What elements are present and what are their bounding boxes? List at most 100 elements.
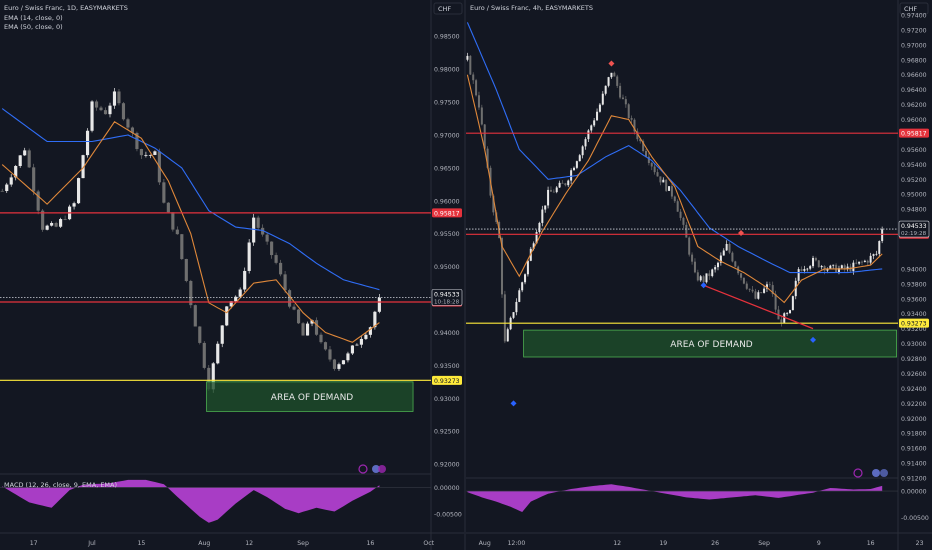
price-tick-label: 0.93800 (901, 281, 927, 288)
candle-body (364, 334, 368, 339)
candle-body (642, 141, 645, 152)
price-tick-label: 0.97500 (434, 100, 460, 107)
candle-body (837, 268, 840, 273)
candle-body (225, 306, 229, 326)
left-alert-icons[interactable] (358, 464, 386, 474)
candle-body (50, 222, 54, 226)
candle-body (688, 237, 691, 255)
candle-body (477, 95, 480, 108)
high-marker (608, 60, 615, 67)
macd-histogram (2, 479, 380, 523)
lightning-icon[interactable] (853, 468, 863, 478)
candle-body (858, 261, 861, 264)
ema50-line (1, 108, 380, 291)
time-tick-label: 12 (613, 540, 621, 547)
candle-body (875, 253, 878, 255)
left-currency-badge[interactable] (433, 2, 463, 15)
price-tick-label: 0.96000 (901, 117, 927, 124)
event-icon[interactable] (372, 465, 380, 473)
candle-body (506, 329, 509, 342)
right-currency-badge[interactable] (899, 2, 929, 15)
left-macd-title: MACD (12, 26, close, 9, EMA, EMA) (4, 481, 117, 489)
right-chart-panel[interactable]: Euro / Swiss Franc, 4h, EASYMARKETS CHF … (466, 0, 932, 550)
candle-body (229, 301, 233, 307)
candle-body (740, 273, 743, 278)
candle-body (220, 325, 224, 344)
right-ema-lines (466, 22, 883, 304)
candle-body (314, 320, 319, 335)
left-ema-lines (1, 108, 380, 343)
candle-body (202, 342, 206, 368)
candle-body (341, 360, 346, 365)
event-icon[interactable] (872, 469, 880, 477)
left-chart-panel[interactable]: Euro / Swiss Franc, 1D, EASYMARKETS EMA … (0, 0, 464, 550)
left-currency-label: CHF (438, 5, 451, 13)
candle-body (207, 367, 211, 390)
candle-body (94, 101, 99, 108)
candle-body (840, 265, 843, 269)
candle-body (728, 243, 731, 253)
candle-body (768, 284, 771, 286)
candle-body (85, 130, 90, 156)
ema50-line (466, 22, 883, 274)
candle-body (656, 172, 659, 177)
last-price-label: 0.94533 (434, 291, 460, 298)
support-price-badge-label: 0.93273 (901, 321, 927, 328)
price-tick-label: 0.93500 (434, 363, 460, 370)
candle-body (148, 154, 152, 156)
left-chart-title: Euro / Swiss Franc, 1D, EASYMARKETS (4, 4, 128, 12)
candle-body (803, 269, 806, 271)
candle-body (45, 225, 49, 230)
price-tick-label: 0.97000 (901, 42, 927, 49)
candle-body (584, 139, 587, 147)
event-icon-secondary[interactable] (880, 469, 888, 477)
time-tick-label: 26 (711, 540, 719, 547)
candle-body (794, 280, 797, 297)
candle-body (567, 180, 570, 186)
price-tick-label: 0.97000 (434, 132, 460, 139)
candle-body (108, 105, 112, 115)
candle-body (670, 186, 673, 197)
candle-body (616, 76, 619, 86)
candle-body (121, 103, 126, 120)
resistance-price-badge (899, 128, 929, 138)
candle-body (823, 266, 826, 271)
price-tick-label: 0.91400 (901, 461, 927, 468)
lightning-icon[interactable] (358, 464, 368, 474)
candle-body (722, 250, 725, 256)
price-tick-label: 0.96200 (901, 102, 927, 109)
price-tick-label: 0.92500 (434, 429, 460, 436)
left-levels: AREA OF DEMAND (0, 212, 431, 412)
candle-body (483, 124, 486, 149)
candle-body (346, 353, 350, 361)
price-tick-label: 0.95200 (901, 177, 927, 184)
candle-body (54, 222, 58, 227)
candle-body (590, 125, 593, 131)
event-icon-secondary[interactable] (378, 465, 386, 473)
candle-body (14, 166, 18, 178)
candle-body (647, 156, 650, 163)
candle-body (679, 211, 682, 218)
candle-body (691, 254, 694, 262)
candle-body (211, 363, 215, 390)
candle-body (36, 191, 40, 211)
candle-body (184, 258, 188, 281)
candle-body (659, 176, 662, 183)
candle-body (135, 132, 139, 150)
right-time-ticks: Aug 12:00 12 19 26 Sep 9 16 23 (479, 540, 924, 547)
candle-body (475, 80, 478, 96)
candle-body (469, 55, 472, 75)
candle-body (23, 150, 27, 156)
candle-body (662, 179, 665, 183)
right-alert-icons[interactable] (853, 468, 888, 478)
candle-body (72, 203, 76, 207)
candle-body (117, 91, 121, 104)
price-tick-label: 0.95000 (901, 192, 927, 199)
time-tick-label: 12:00 (507, 540, 525, 547)
candle-body (301, 323, 305, 336)
candle-body (757, 292, 760, 299)
candle-body (783, 313, 786, 323)
candle-body (350, 345, 355, 354)
candle-body (466, 55, 469, 60)
